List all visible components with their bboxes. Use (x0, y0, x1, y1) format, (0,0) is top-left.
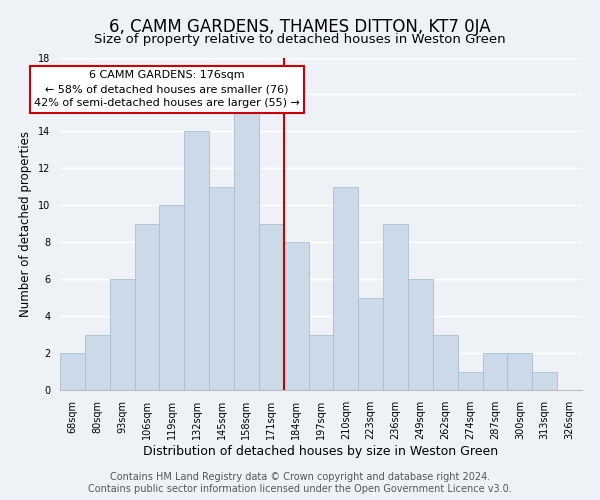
Bar (60, 353, 85, 390)
Bar (134, 224, 160, 390)
Bar (308, 334, 334, 390)
Text: 6, CAMM GARDENS, THAMES DITTON, KT7 0JA: 6, CAMM GARDENS, THAMES DITTON, KT7 0JA (109, 18, 491, 36)
Bar (482, 353, 508, 390)
Text: Size of property relative to detached houses in Weston Green: Size of property relative to detached ho… (94, 32, 506, 46)
Bar (110, 279, 134, 390)
Bar (508, 353, 532, 390)
Bar (184, 132, 209, 390)
Bar (234, 113, 259, 390)
Text: 6 CAMM GARDENS: 176sqm
← 58% of detached houses are smaller (76)
42% of semi-det: 6 CAMM GARDENS: 176sqm ← 58% of detached… (34, 70, 300, 108)
Bar (160, 206, 184, 390)
Bar (334, 187, 358, 390)
Bar (433, 334, 458, 390)
Bar (532, 372, 557, 390)
Bar (259, 224, 284, 390)
Bar (408, 279, 433, 390)
Bar (284, 242, 308, 390)
Bar (85, 334, 110, 390)
X-axis label: Distribution of detached houses by size in Weston Green: Distribution of detached houses by size … (143, 444, 499, 458)
Y-axis label: Number of detached properties: Number of detached properties (19, 130, 32, 317)
Bar (458, 372, 482, 390)
Text: Contains HM Land Registry data © Crown copyright and database right 2024.
Contai: Contains HM Land Registry data © Crown c… (88, 472, 512, 494)
Bar (383, 224, 408, 390)
Bar (358, 298, 383, 390)
Bar (209, 187, 234, 390)
